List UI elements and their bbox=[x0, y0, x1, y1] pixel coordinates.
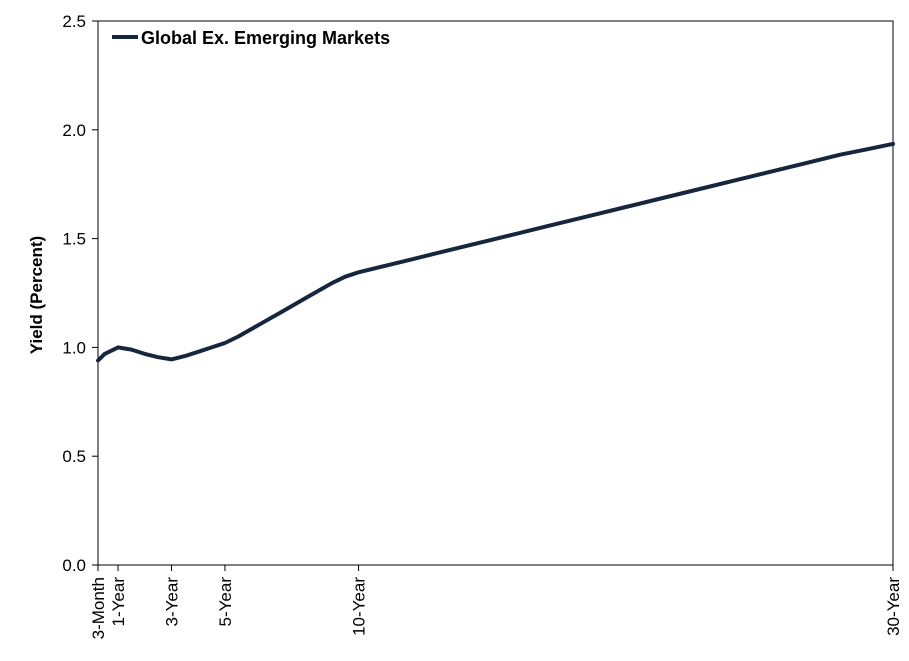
plot-area bbox=[97, 20, 894, 566]
x-tick-label: 3-Year bbox=[162, 577, 181, 627]
x-tick-label: 3-Month bbox=[89, 577, 108, 639]
series-line bbox=[96, 141, 895, 363]
series-layer bbox=[96, 141, 895, 363]
y-tick-label: 0.5 bbox=[62, 447, 86, 466]
y-axis-title: Yield (Percent) bbox=[27, 236, 46, 354]
x-tick-label: 10-Year bbox=[350, 577, 369, 636]
x-tick-label: 5-Year bbox=[216, 577, 235, 627]
y-tick-label: 1.0 bbox=[62, 338, 86, 357]
y-tick-label: 0.0 bbox=[62, 556, 86, 575]
x-axis: 3-Month 1-Year 3-Year 5-Year 10-Year 30-Year bbox=[89, 565, 903, 639]
y-axis: 0.0 0.5 1.0 1.5 2.0 2.5 bbox=[62, 12, 98, 575]
x-tick-label: 1-Year bbox=[109, 577, 128, 627]
legend: Global Ex. Emerging Markets bbox=[112, 28, 390, 48]
y-tick-label: 2.0 bbox=[62, 121, 86, 140]
y-tick-label: 1.5 bbox=[62, 230, 86, 249]
y-tick-label: 2.5 bbox=[62, 12, 86, 31]
x-tick-label: 30-Year bbox=[884, 577, 903, 636]
legend-label: Global Ex. Emerging Markets bbox=[141, 28, 390, 48]
